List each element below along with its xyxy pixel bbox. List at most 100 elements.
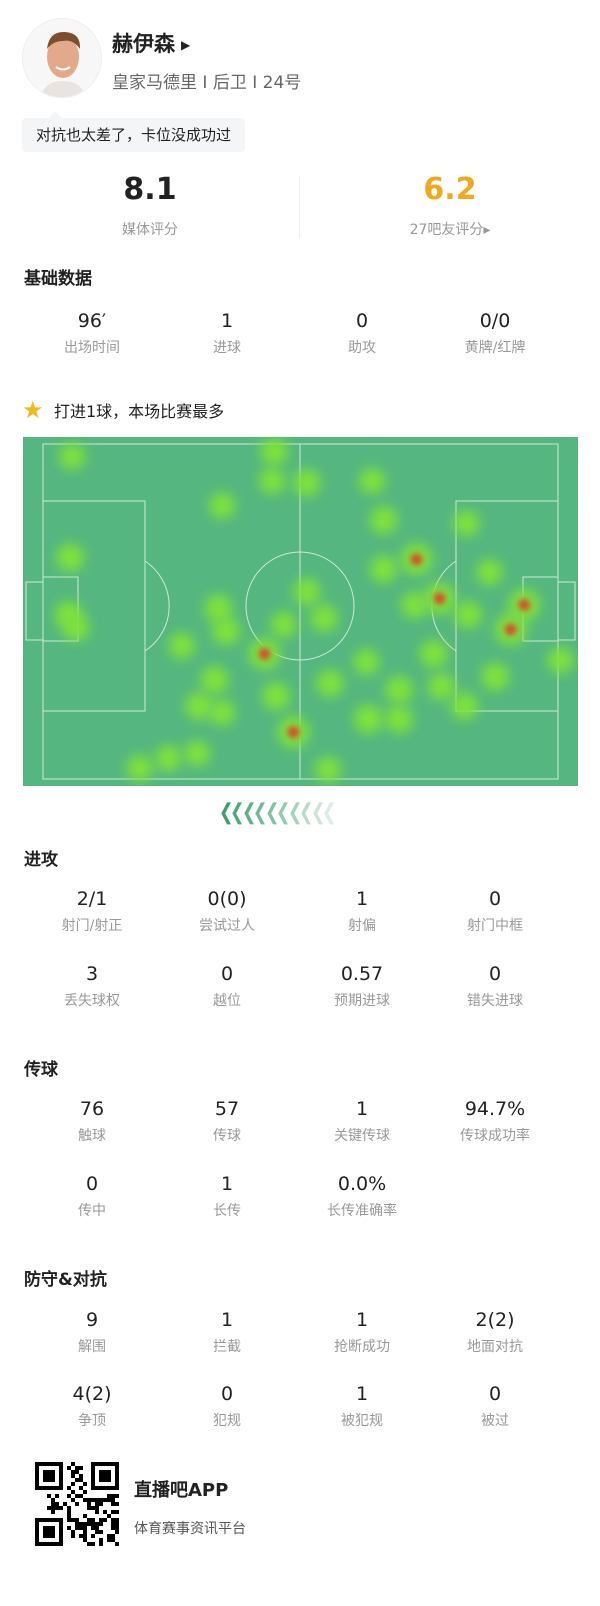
heat-blob	[168, 632, 195, 659]
stat-value: 94.7%	[464, 1098, 526, 1120]
stat-label: 关键传球	[334, 1128, 390, 1144]
stat-value: 0	[488, 1383, 502, 1405]
chevron-left-icon: ❮	[218, 800, 234, 825]
stat-cell: 1 抢断成功	[297, 1309, 427, 1356]
stat-value: 0	[85, 1173, 99, 1195]
heat-blob	[56, 543, 85, 572]
stat-value: 0	[488, 888, 502, 910]
stat-cell: 76 触球	[27, 1098, 157, 1145]
heat-blob	[184, 740, 211, 767]
heat-blob	[419, 640, 448, 668]
player-name-text: 赫伊森	[112, 32, 175, 56]
stat-cell: 1 关键传球	[297, 1098, 427, 1145]
stat-cell: 0 射门中框	[430, 888, 560, 935]
stat-label: 长传	[213, 1203, 241, 1219]
section-title-passing: 传球	[24, 1060, 58, 1080]
stat-label: 助攻	[348, 340, 376, 356]
stat-cell: 0 越位	[162, 963, 292, 1010]
stat-cell: 96′ 出场时间	[27, 310, 157, 357]
stat-cell: 1 进球	[162, 310, 292, 357]
heat-hotspot	[258, 647, 271, 660]
stat-value: 96′	[77, 310, 107, 332]
heat-blob	[454, 601, 482, 629]
chevron-left-icon: ❮	[287, 800, 303, 825]
heat-hotspot	[518, 598, 531, 611]
heat-blob	[310, 604, 338, 632]
stat-cell: 1 拦截	[162, 1309, 292, 1356]
chevron-left-icon: ❮	[230, 800, 246, 825]
stat-label: 拦截	[213, 1339, 241, 1355]
stat-value: 1	[220, 310, 234, 332]
stat-cell: 0.57 预期进球	[297, 963, 427, 1010]
stat-cell: 2(2) 地面对抗	[430, 1309, 560, 1356]
player-avatar[interactable]	[22, 18, 102, 98]
stat-label: 错失进球	[467, 993, 523, 1009]
heat-blob	[401, 591, 428, 619]
player-name[interactable]: 赫伊森 ▶	[112, 28, 190, 58]
stat-label: 传球成功率	[460, 1128, 530, 1144]
pitch-lines	[25, 443, 576, 780]
stat-cell: 0 传中	[27, 1173, 157, 1220]
heat-blob	[259, 468, 286, 495]
heat-blob	[359, 468, 386, 495]
heat-blob	[262, 682, 290, 711]
heat-blob	[547, 647, 574, 674]
stat-label: 越位	[213, 993, 241, 1009]
media-rating: 8.1 媒体评分	[0, 172, 300, 239]
stat-value: 1	[355, 1383, 369, 1405]
stat-label: 黄牌/红牌	[464, 340, 526, 356]
divider	[299, 176, 300, 238]
stat-label: 被犯规	[341, 1413, 383, 1429]
stat-value: 2/1	[76, 888, 108, 910]
stat-cell: 4(2) 争顶	[27, 1383, 157, 1430]
heat-hotspot	[287, 726, 300, 739]
heat-blob	[369, 506, 398, 535]
heat-blob	[450, 692, 479, 720]
stat-label: 触球	[78, 1128, 106, 1144]
stat-value: 0	[220, 963, 234, 985]
stat-cell: 1 被犯规	[297, 1383, 427, 1430]
qr-code	[35, 1462, 119, 1546]
stat-value: 76	[79, 1098, 105, 1120]
heat-blob	[427, 672, 456, 701]
heat-blob	[126, 755, 153, 782]
chevron-left-icon: ❮	[298, 800, 314, 825]
app-name: 直播吧APP	[134, 1480, 229, 1501]
stat-label: 地面对抗	[467, 1339, 523, 1355]
stat-cell: 0.0% 长传准确率	[297, 1173, 427, 1220]
stat-cell: 94.7% 传球成功率	[430, 1098, 560, 1145]
stat-value: 1	[220, 1309, 234, 1331]
stat-cell: 1 射偏	[297, 888, 427, 935]
stat-cell: 3 丢失球权	[27, 963, 157, 1010]
stat-label: 尝试过人	[199, 918, 255, 934]
stat-label: 丢失球权	[64, 993, 120, 1009]
stat-value: 0(0)	[207, 888, 247, 910]
heat-blob	[59, 443, 86, 470]
chevron-left-icon: ❮	[241, 800, 257, 825]
scroll-indicator: ❮ ❮ ❮ ❮ ❮ ❮ ❮ ❮ ❮ ❮	[219, 800, 338, 825]
fan-rating[interactable]: 6.2 27吧友评分▸	[300, 172, 600, 239]
section-title-basic: 基础数据	[24, 269, 92, 289]
stat-cell: 0(0) 尝试过人	[162, 888, 292, 935]
heat-blob	[370, 555, 398, 583]
stat-label: 进球	[213, 340, 241, 356]
stat-label: 射门中框	[467, 918, 523, 934]
chevron-left-icon: ❮	[253, 800, 268, 825]
heat-blob	[315, 756, 341, 783]
stat-value: 0	[355, 310, 369, 332]
heat-blob	[353, 704, 383, 734]
heat-blob	[316, 669, 344, 697]
heat-blob	[63, 614, 90, 641]
heat-blob	[293, 469, 321, 497]
stat-value: 1	[355, 888, 369, 910]
heat-blob	[185, 692, 214, 720]
stat-label: 犯规	[213, 1413, 241, 1429]
heat-blob	[293, 578, 321, 606]
stat-label: 长传准确率	[327, 1203, 397, 1219]
stat-label: 解围	[78, 1339, 106, 1355]
stat-cell: 0/0 黄牌/红牌	[430, 310, 560, 357]
stat-value: 2(2)	[475, 1309, 515, 1331]
stat-label: 传球	[213, 1128, 241, 1144]
heat-blob	[353, 649, 380, 676]
heat-blob	[260, 438, 288, 466]
